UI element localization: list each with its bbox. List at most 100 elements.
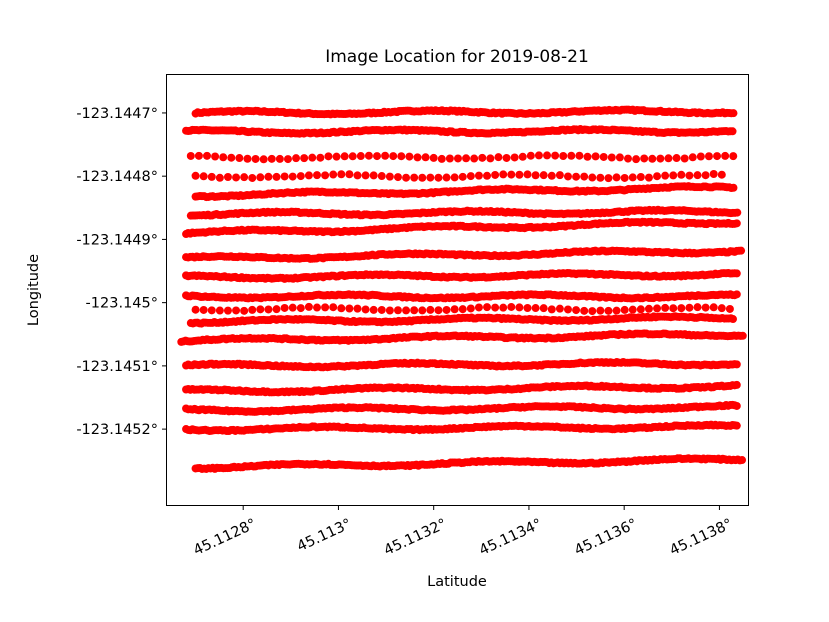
x-tick-label: 45.1134°: [477, 516, 545, 559]
data-point: [292, 154, 301, 163]
data-point: [470, 154, 479, 163]
chart-title: Image Location for 2019-08-21: [325, 47, 589, 67]
data-point: [656, 154, 665, 163]
data-point: [215, 306, 224, 315]
data-point: [526, 151, 535, 160]
data-point: [275, 154, 284, 163]
data-point: [693, 303, 702, 312]
data-point: [377, 172, 386, 181]
data-point: [223, 173, 232, 182]
data-point: [429, 153, 438, 162]
data-point: [267, 154, 276, 163]
data-point: [474, 171, 483, 180]
y-tick-label: -123.145°: [86, 296, 158, 312]
data-point: [709, 169, 718, 178]
data-point: [223, 306, 232, 315]
data-point: [296, 172, 305, 181]
data-point: [361, 171, 370, 180]
y-tick-label: -123.1452°: [76, 422, 158, 438]
data-point: [426, 305, 435, 314]
data-point: [248, 173, 257, 182]
data-point: [688, 153, 697, 162]
data-point: [572, 306, 581, 315]
data-point: [300, 154, 309, 163]
data-point: [321, 303, 330, 312]
data-point: [329, 170, 338, 179]
data-point: [211, 152, 220, 161]
data-point: [348, 152, 357, 161]
data-point: [232, 173, 241, 182]
data-point: [434, 306, 443, 315]
data-point: [551, 151, 560, 160]
data-point: [620, 173, 629, 182]
data-point: [729, 183, 738, 192]
data-point: [450, 305, 459, 314]
y-tick-label: -123.1448°: [76, 169, 158, 185]
data-point: [369, 171, 378, 180]
data-point: [628, 173, 637, 182]
data-point: [563, 305, 572, 314]
plot-frame: [166, 74, 749, 506]
data-point: [321, 171, 330, 180]
data-point: [696, 152, 705, 161]
data-point: [194, 151, 203, 160]
data-point: [434, 173, 443, 182]
data-point: [539, 304, 548, 313]
data-point: [580, 306, 589, 315]
data-point: [426, 173, 435, 182]
data-point: [474, 303, 483, 312]
data-point: [280, 303, 289, 312]
data-point: [389, 152, 398, 161]
data-point: [272, 305, 281, 314]
data-point: [588, 173, 597, 182]
data-point: [732, 380, 741, 389]
data-point: [381, 151, 390, 160]
data-point: [604, 306, 613, 315]
data-point: [510, 153, 519, 162]
data-point: [728, 127, 737, 136]
data-point: [483, 303, 492, 312]
data-point: [418, 306, 427, 315]
data-point: [191, 171, 200, 180]
data-point: [393, 306, 402, 315]
data-point: [442, 173, 451, 182]
data-point: [672, 154, 681, 163]
data-point: [243, 154, 252, 163]
data-point: [413, 153, 422, 162]
x-axis-ticks: 45.1128° 45.113° 45.1132° 45.1134° 45.1136° 4…: [191, 505, 735, 559]
x-tick-label: 45.1136°: [572, 516, 640, 559]
data-point: [572, 172, 581, 181]
data-point: [377, 305, 386, 314]
data-point: [644, 304, 653, 313]
data-point: [199, 305, 208, 314]
x-tick-label: 45.113°: [295, 516, 354, 555]
data-point: [203, 151, 212, 160]
data-point: [259, 155, 268, 164]
y-axis-label: Longitude: [26, 254, 42, 326]
data-point: [515, 170, 524, 179]
data-point: [364, 151, 373, 160]
data-point: [732, 269, 741, 278]
data-point: [256, 305, 265, 314]
data-point: [329, 303, 338, 312]
data-point: [491, 303, 500, 312]
data-point: [402, 306, 411, 315]
data-point: [567, 151, 576, 160]
data-point: [332, 152, 341, 161]
data-point: [732, 290, 741, 299]
data-point: [534, 151, 543, 160]
data-point: [648, 154, 657, 163]
data-point: [410, 306, 419, 315]
data-point: [353, 304, 362, 313]
data-point: [713, 152, 722, 161]
data-point: [356, 152, 365, 161]
data-point: [640, 154, 649, 163]
data-point: [717, 304, 726, 313]
data-point: [466, 304, 475, 313]
data-point: [732, 219, 741, 228]
data-point: [410, 173, 419, 182]
x-tick-label: 45.1128°: [191, 516, 259, 559]
data-point: [385, 306, 394, 315]
data-point: [669, 304, 678, 313]
